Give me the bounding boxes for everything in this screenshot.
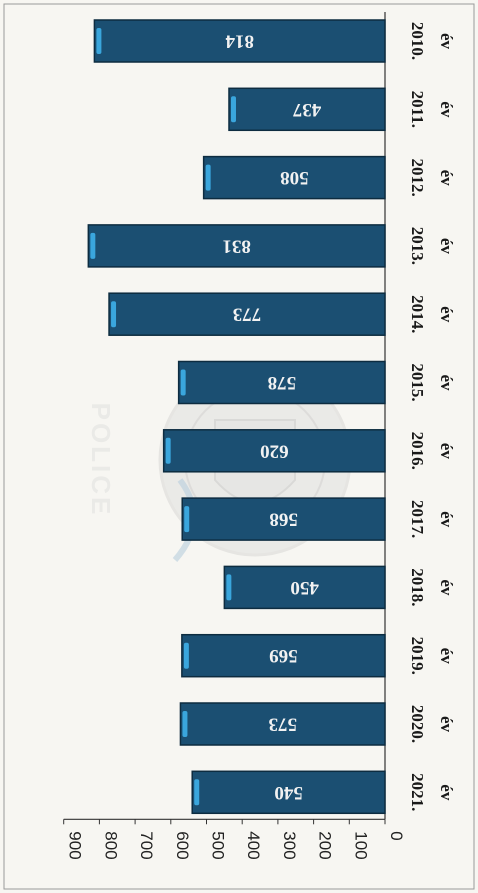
bar bbox=[181, 633, 386, 678]
category-unit-label: év bbox=[437, 238, 456, 255]
value-tick-label: 400 bbox=[244, 831, 263, 859]
category-unit-label: év bbox=[437, 443, 456, 460]
bar-group: 773 bbox=[108, 292, 386, 336]
category-label: 2011. bbox=[408, 91, 427, 128]
bar-group: 450 bbox=[223, 565, 386, 610]
value-axis: 0 100 200 300 400 500 600 700 800 900 bbox=[63, 12, 406, 860]
category-label: 2010. bbox=[408, 22, 427, 60]
bar-highlight bbox=[226, 574, 232, 601]
bar-group: 831 bbox=[87, 224, 386, 268]
category-unit-label: év bbox=[437, 579, 456, 596]
bar-group: 508 bbox=[202, 155, 386, 200]
bar-group: 578 bbox=[177, 360, 386, 405]
bar-group: 437 bbox=[228, 87, 386, 132]
value-tick-label: 500 bbox=[209, 831, 228, 859]
watermark-text: POLICE bbox=[86, 403, 116, 518]
bar-highlight bbox=[205, 164, 211, 191]
category-unit-label: év bbox=[437, 511, 456, 528]
bar-highlight bbox=[111, 301, 117, 328]
bar-highlight bbox=[182, 711, 188, 737]
value-tick-label: 300 bbox=[280, 831, 299, 859]
value-tick-label: 100 bbox=[351, 831, 370, 859]
bar bbox=[191, 770, 386, 815]
value-tick-label: 0 bbox=[387, 831, 406, 840]
bar-highlight bbox=[165, 437, 171, 464]
category-label: 2017. bbox=[408, 500, 427, 538]
chart-frame bbox=[3, 3, 475, 890]
bar-value-label: 437 bbox=[292, 99, 321, 120]
category-label: 2016. bbox=[408, 432, 427, 470]
category-label: 2021. bbox=[408, 773, 427, 811]
bar-group: 569 bbox=[181, 633, 386, 678]
bar-value-label: 578 bbox=[268, 372, 297, 393]
category-unit-label: év bbox=[437, 648, 456, 665]
category-unit-label: év bbox=[437, 716, 456, 733]
category-label: 2019. bbox=[408, 637, 427, 675]
bar bbox=[202, 155, 386, 200]
category-label: 2012. bbox=[408, 158, 427, 196]
bar bbox=[223, 565, 386, 610]
bar-value-label: 508 bbox=[280, 167, 309, 188]
bar-value-label: 568 bbox=[269, 509, 298, 530]
category-unit-label: év bbox=[437, 784, 456, 801]
bar-highlight bbox=[96, 28, 102, 54]
category-unit-label: év bbox=[437, 374, 456, 391]
bar bbox=[177, 360, 386, 405]
value-tick-label: 700 bbox=[137, 831, 156, 859]
bar-highlight bbox=[230, 96, 236, 123]
bar bbox=[108, 292, 386, 336]
bar bbox=[93, 19, 386, 63]
bar-value-label: 450 bbox=[290, 577, 319, 598]
bars: 814 437 508 831 773 578 620 568 450 569 573 540 bbox=[87, 19, 386, 815]
category-unit-label: év bbox=[437, 33, 456, 50]
value-tick-label: 200 bbox=[316, 831, 335, 859]
bar-value-label: 540 bbox=[274, 782, 303, 803]
category-label: 2018. bbox=[408, 568, 427, 606]
category-unit-label: év bbox=[437, 170, 456, 187]
bar-value-label: 814 bbox=[225, 31, 254, 52]
category-label: 2014. bbox=[408, 295, 427, 333]
bar-highlight bbox=[184, 506, 190, 533]
bar-group: 573 bbox=[179, 702, 386, 746]
bar-highlight bbox=[194, 779, 200, 806]
category-unit-label: év bbox=[437, 306, 456, 323]
bar-group: 540 bbox=[191, 770, 386, 815]
category-label: 2015. bbox=[408, 363, 427, 401]
category-label: 2020. bbox=[408, 705, 427, 743]
bar-value-label: 831 bbox=[222, 235, 251, 256]
value-tick-label: 900 bbox=[66, 831, 85, 859]
bar-highlight bbox=[183, 642, 189, 669]
category-unit-label: év bbox=[437, 101, 456, 118]
bar-group: 620 bbox=[162, 429, 386, 473]
bar-value-label: 573 bbox=[268, 714, 297, 735]
value-tick-label: 800 bbox=[101, 831, 120, 859]
bar-value-label: 620 bbox=[260, 440, 289, 461]
bar-group: 814 bbox=[93, 19, 386, 63]
category-axis: 2010. év 2011. év 2012. év 2013. év 2014. év 2015.… bbox=[408, 22, 456, 812]
bar bbox=[179, 702, 386, 746]
value-tick-label: 600 bbox=[173, 831, 192, 859]
bar-highlight bbox=[180, 369, 186, 396]
bar-value-label: 569 bbox=[269, 645, 298, 666]
category-label: 2013. bbox=[408, 227, 427, 265]
bar bbox=[181, 497, 386, 541]
bar-group: 568 bbox=[181, 497, 386, 541]
bar-value-label: 773 bbox=[233, 304, 262, 325]
bar bbox=[162, 429, 386, 473]
bar bbox=[87, 224, 386, 268]
bar-highlight bbox=[90, 232, 96, 259]
bar bbox=[228, 87, 386, 132]
